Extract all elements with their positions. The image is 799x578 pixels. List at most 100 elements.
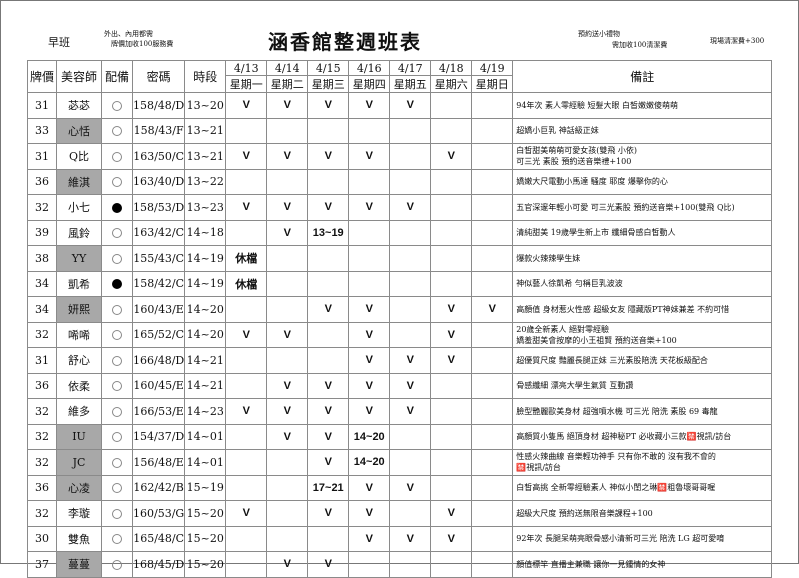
day-cell: V <box>348 474 391 501</box>
header-date: 4/13 <box>225 60 268 76</box>
day-cell <box>430 551 473 578</box>
day-cell: V <box>348 347 391 374</box>
open-circle-icon <box>112 534 122 545</box>
time-cell: 15~20 <box>184 551 227 578</box>
table-row: 31 苾苾 158/48/D 13~20 V V V V V 94年次 素人零經驗 短髮大眼 白皙… <box>27 92 773 119</box>
day-cell <box>389 423 432 450</box>
day-cell: V <box>307 398 350 425</box>
header-date: 4/16 <box>348 60 391 76</box>
open-circle-icon <box>112 330 122 341</box>
stylist-name: 心凌 <box>56 474 102 501</box>
header-date: 4/19 <box>471 60 514 76</box>
code-cell: 154/37/D <box>131 423 186 450</box>
day-cell: V <box>307 500 350 527</box>
day-cell <box>430 92 473 119</box>
header-weekday: 星期二 <box>266 75 309 93</box>
day-cell: V <box>225 143 268 170</box>
header-date: 4/15 <box>307 60 350 76</box>
remark-cell: 臉型艷麗歐美身材 超強噴水機 可三光 陪洗 素股 69 毒龍 <box>512 398 773 425</box>
stylist-name: JC <box>56 449 102 476</box>
day-cell <box>471 117 514 144</box>
day-cell <box>225 551 268 578</box>
open-circle-icon <box>112 228 122 239</box>
stylist-name: IU <box>56 423 102 450</box>
day-cell: V <box>225 321 268 348</box>
remark-cell: 性感火辣曲線 音樂輕功神手 只有你不敢的 沒有我不會的 🈲視訊/訪台 <box>512 449 773 476</box>
table-row: 32 李璇 160/53/G 15~20 V V V V 超級大尺度 預約送無限音樂課程+100 <box>27 500 773 527</box>
table-row: 31 舒心 166/48/D 14~21 V V V 超優質尺度 豔麗長腿正妹 三光素股陪洗 … <box>27 347 773 374</box>
code-cell: 158/43/F <box>131 117 186 144</box>
table-row: 34 妍熙 160/43/E 14~20 V V V V 高顏值 身材惹火性感 超級女友 隱藏版… <box>27 296 773 323</box>
day-cell <box>430 398 473 425</box>
day-cell <box>307 525 350 552</box>
stylist-name: 苾苾 <box>56 92 102 119</box>
code-cell: 163/40/D <box>131 168 186 195</box>
day-cell <box>307 117 350 144</box>
remark-cell: 20歲全新素人 絕對零經驗 嬌羞甜美會按摩的小王祖賢 預約送音樂+100 <box>512 321 773 348</box>
day-cell: V <box>348 321 391 348</box>
header-stylist: 美容師 <box>56 60 102 93</box>
open-circle-icon <box>112 508 122 519</box>
day-cell <box>430 423 473 450</box>
day-cell: V <box>348 372 391 399</box>
remark-cell: 超優質尺度 豔麗長腿正妹 三光素股陪洗 天花板級配合 <box>512 347 773 374</box>
equipped-cell <box>101 525 133 552</box>
day-cell: 14~20 <box>348 423 391 450</box>
remark-cell: 嬌嫩大尺電動小馬達 騷度 耶度 爆擊你的心 <box>512 168 773 195</box>
equipped-cell <box>101 551 133 578</box>
stylist-name: 妍熙 <box>56 296 102 323</box>
stylist-name: 雙魚 <box>56 525 102 552</box>
time-cell: 15~19 <box>184 474 227 501</box>
price-cell: 36 <box>27 168 57 195</box>
time-cell: 14~19 <box>184 270 227 297</box>
day-cell <box>430 219 473 246</box>
day-cell: V <box>430 321 473 348</box>
open-circle-icon <box>112 432 122 443</box>
code-cell: 166/48/D <box>131 347 186 374</box>
header-equipped: 配備 <box>101 60 133 93</box>
day-cell: V <box>307 449 350 476</box>
code-cell: 160/45/E <box>131 372 186 399</box>
day-cell <box>389 321 432 348</box>
code-cell: 158/48/D <box>131 92 186 119</box>
table-row: 32 小七 158/53/D 13~23 V V V V V 五官深邃年輕小可愛 可三光素股 預約… <box>27 194 773 221</box>
day-cell <box>266 270 309 297</box>
day-cell <box>389 296 432 323</box>
day-cell: V <box>430 347 473 374</box>
day-cell: V <box>389 194 432 221</box>
price-cell: 34 <box>27 296 57 323</box>
day-cell: V <box>389 347 432 374</box>
day-cell <box>266 245 309 272</box>
day-cell <box>389 245 432 272</box>
header-weekday: 星期日 <box>471 75 514 93</box>
remark-cell: 五官深邃年輕小可愛 可三光素股 預約送音樂+100(雙飛 Q比) <box>512 194 773 221</box>
stylist-name: 小七 <box>56 194 102 221</box>
code-cell: 166/53/E <box>131 398 186 425</box>
day-cell: V <box>430 500 473 527</box>
price-cell: 30 <box>27 525 57 552</box>
day-cell <box>471 372 514 399</box>
day-cell: V <box>307 372 350 399</box>
day-cell: V <box>348 92 391 119</box>
time-cell: 13~21 <box>184 143 227 170</box>
day-cell <box>389 117 432 144</box>
equipped-cell <box>101 219 133 246</box>
price-cell: 38 <box>27 245 57 272</box>
page-title: 涵香館整週班表 <box>268 30 422 54</box>
time-cell: 14~19 <box>184 245 227 272</box>
note-gift: 預約送小禮物 <box>578 30 620 38</box>
note-onsite-cleaning: 現場清潔費+300 <box>710 37 765 45</box>
open-circle-icon <box>112 304 122 315</box>
price-cell: 37 <box>27 551 57 578</box>
open-circle-icon <box>112 253 122 264</box>
day-cell <box>225 117 268 144</box>
day-cell: V <box>307 296 350 323</box>
day-cell <box>430 449 473 476</box>
day-cell: 14~20 <box>348 449 391 476</box>
schedule-table: 牌價 美容師 配備 密碼 時段 4/13 4/14 4/15 4/16 4/17 4/18… <box>27 60 773 578</box>
table-row: 36 依柔 160/45/E 14~21 V V V V 骨感纖細 漂亮大學生氣質 互動讚 <box>27 372 773 399</box>
day-cell <box>471 398 514 425</box>
day-cell <box>266 117 309 144</box>
day-cell <box>266 168 309 195</box>
day-cell <box>471 168 514 195</box>
